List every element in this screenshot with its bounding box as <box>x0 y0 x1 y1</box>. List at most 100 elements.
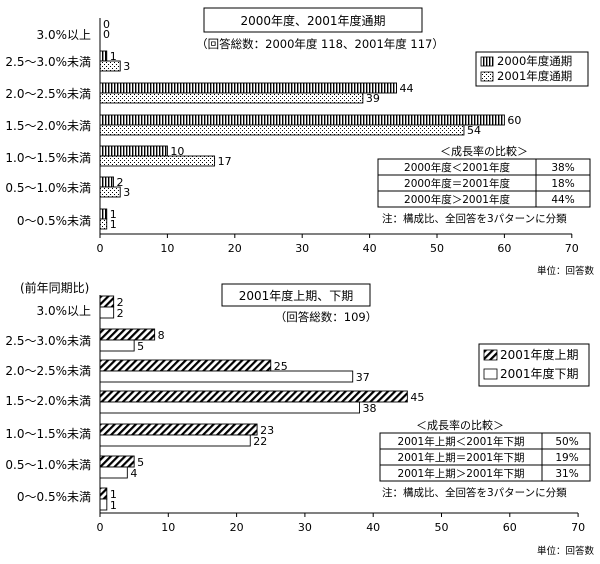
bar <box>99 390 408 403</box>
bar <box>99 466 128 479</box>
bar-value-label: 38 <box>363 402 377 415</box>
bar <box>99 50 108 62</box>
category-label: 0.5～1.0%未満 <box>5 458 91 472</box>
bar <box>99 155 216 167</box>
chart-2-ticks: 0 10 20 30 40 50 60 70 <box>97 513 585 534</box>
x-tick-label: 70 <box>571 521 585 534</box>
legend-swatch-second-half <box>483 368 498 380</box>
comparison-row-label: 2001年上期＝2001年下期 <box>398 451 525 464</box>
bar <box>99 455 135 468</box>
bar-value-label: 1 <box>110 499 117 512</box>
x-tick-label: 40 <box>363 242 377 255</box>
comparison-table <box>377 158 591 208</box>
bar <box>99 370 354 383</box>
bar-value-label: 60 <box>507 114 521 127</box>
chart-2-subtitle: （回答総数：109） <box>275 310 377 324</box>
bar <box>99 124 465 136</box>
chart-1-title-box <box>203 7 423 33</box>
chart-1-title: 2000年度、2001年度通期 <box>240 13 385 28</box>
legend-frame <box>475 51 589 87</box>
bar-value-label: 22 <box>253 435 267 448</box>
x-tick-label: 60 <box>503 521 517 534</box>
x-tick-label: 0 <box>97 521 104 534</box>
bar-value-label: 4 <box>130 467 137 480</box>
bar <box>99 401 360 414</box>
bar-value-label: 2 <box>117 296 124 309</box>
comparison-row-value: 18% <box>551 178 574 190</box>
chart-1-note: 注：構成比、全回答を3パターンに分類 <box>382 212 567 225</box>
chart-2-side-label: (前年同期比) <box>20 280 89 295</box>
bar-value-label: 39 <box>366 92 380 105</box>
legend-label-2000: 2000年度通期 <box>497 54 572 68</box>
bar-value-label: 10 <box>170 145 184 158</box>
category-label: 2.5～3.0%未満 <box>5 55 91 69</box>
bar <box>99 328 156 341</box>
chart-1-legend: 2000年度通期 2001年度通期 <box>475 51 589 87</box>
bar-value-label: 5 <box>137 456 144 469</box>
chart-1-unit-label: 単位：回答数 <box>537 265 595 277</box>
bar <box>99 186 121 198</box>
comparison-row-value: 50% <box>555 436 578 448</box>
category-label: 1.5～2.0%未満 <box>5 394 91 408</box>
bar <box>99 145 168 157</box>
chart-2-unit-label: 単位：回答数 <box>537 545 595 557</box>
bar-value-label: 23 <box>260 424 274 437</box>
chart-2-title: 2001年度上期、下期 <box>239 288 354 303</box>
category-label: 2.0～2.5%未満 <box>5 87 91 101</box>
bar-value-label: 3 <box>123 186 130 199</box>
bar <box>99 82 398 94</box>
comparison-row-label: 2000年度＝2001年度 <box>404 177 510 190</box>
bar-value-label: 2 <box>117 307 124 320</box>
bar-value-label: 3 <box>123 60 130 73</box>
category-label: 0～0.5%未満 <box>17 490 91 504</box>
comparison-row-value: 44% <box>551 194 574 206</box>
legend-swatch-2001 <box>480 71 494 82</box>
bar-value-label: 0 <box>103 28 110 41</box>
chart-2-legend: 2001年度上期 2001年度下期 <box>478 343 590 387</box>
legend-swatch-first-half <box>483 349 498 361</box>
bar <box>99 434 251 447</box>
x-tick-label: 60 <box>497 242 511 255</box>
bar-value-label: 44 <box>400 82 414 95</box>
chart-1-subtitle: （回答総数：2000年度 118、2001年度 117） <box>196 37 444 51</box>
bar-value-label: 45 <box>410 391 424 404</box>
bar <box>99 218 108 230</box>
chart-1-ticks: 0 10 20 30 40 50 60 70 <box>97 234 579 255</box>
comparison-title: ＜成長率の比較＞ <box>416 418 504 432</box>
x-tick-label: 70 <box>565 242 579 255</box>
chart-1-comparison: ＜成長率の比較＞ 2000年度＜2001年度 38% 2000年度＝2001年度… <box>377 144 591 225</box>
bar-value-label: 25 <box>274 360 288 373</box>
bar <box>99 487 108 500</box>
x-tick-label: 0 <box>97 242 104 255</box>
x-tick-label: 10 <box>160 242 174 255</box>
category-label: 1.0～1.5%未満 <box>5 151 91 165</box>
chart-2: (前年同期比) 2001年度上期、下期 （回答総数：109） 3.0%以上 2.… <box>5 280 594 557</box>
comparison-row-label: 2000年度＞2001年度 <box>404 193 510 206</box>
x-tick-label: 10 <box>161 521 175 534</box>
chart-2-title-box <box>221 283 371 307</box>
chart-2-category-labels: 3.0%以上 2.5～3.0%未満 2.0～2.5%未満 1.5～2.0%未満 … <box>5 304 91 504</box>
bar <box>99 423 258 436</box>
bar-value-label: 1 <box>110 488 117 501</box>
x-tick-label: 20 <box>230 521 244 534</box>
bar <box>99 92 364 104</box>
bar-value-label: 5 <box>137 340 144 353</box>
comparison-title: ＜成長率の比較＞ <box>440 144 528 158</box>
bar-value-label: 1 <box>110 218 117 231</box>
chart-1-category-labels: 3.0%以上 2.5～3.0%未満 2.0～2.5%未満 1.5～2.0%未満 … <box>5 28 91 228</box>
x-tick-label: 20 <box>228 242 242 255</box>
bar-value-label: 8 <box>158 329 165 342</box>
bar-value-label: 2 <box>116 176 123 189</box>
bar-value-label: 0 <box>103 18 110 31</box>
bar-value-label: 1 <box>110 208 117 221</box>
x-tick-label: 50 <box>430 242 444 255</box>
category-label: 3.0%以上 <box>37 304 92 318</box>
category-label: 0～0.5%未満 <box>17 214 91 228</box>
bar <box>99 295 115 308</box>
comparison-row-label: 2001年上期＞2001年下期 <box>398 467 525 480</box>
bar <box>99 60 121 72</box>
bar <box>99 359 272 372</box>
bar-value-label: 17 <box>218 155 232 168</box>
